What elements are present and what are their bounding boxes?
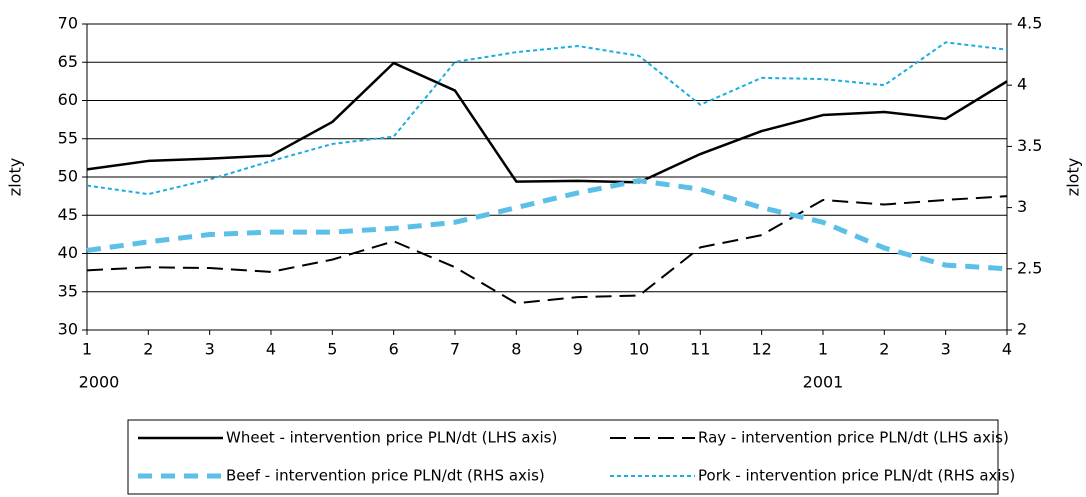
y-tick-label: 35 <box>58 281 78 300</box>
series-line <box>86 178 1008 272</box>
y-axis-title: zloty <box>6 158 25 196</box>
x-group-label: 2001 <box>803 373 844 392</box>
x-tick-label: 5 <box>327 340 337 359</box>
x-tick-label: 4 <box>266 340 276 359</box>
y-tick-label: 60 <box>58 90 78 109</box>
y-tick-label: 70 <box>58 14 78 33</box>
y-tick-label: 55 <box>58 128 78 147</box>
x-tick-label: 4 <box>1002 340 1012 359</box>
y-tick-label: 50 <box>58 167 78 186</box>
series-line <box>86 41 1008 196</box>
y2-tick-label: 3 <box>1017 197 1027 216</box>
y-tick-label: 40 <box>58 243 78 262</box>
legend-label: Beef - intervention price PLN/dt (RHS ax… <box>226 467 545 485</box>
x-tick-label: 12 <box>751 340 771 359</box>
x-tick-label: 2 <box>143 340 153 359</box>
y2-tick-label: 2 <box>1017 320 1027 339</box>
legend-box <box>127 419 999 495</box>
legend-label: Wheet - intervention price PLN/dt (LHS a… <box>226 429 557 447</box>
series-line <box>86 195 1008 305</box>
legend-label: Pork - intervention price PLN/dt (RHS ax… <box>698 467 1015 485</box>
x-tick-label: 1 <box>818 340 828 359</box>
x-tick-label: 1 <box>82 340 92 359</box>
x-tick-label: 2 <box>879 340 889 359</box>
y-tick-label: 30 <box>58 320 78 339</box>
y2-axis-title: zloty <box>1064 158 1083 196</box>
x-tick-label: 6 <box>389 340 399 359</box>
y2-tick-label: 4 <box>1017 75 1027 94</box>
x-tick-label: 11 <box>690 340 710 359</box>
series-line <box>86 61 1008 184</box>
legend-label: Ray - intervention price PLN/dt (LHS axi… <box>698 429 1009 447</box>
y2-tick-label: 4.5 <box>1017 14 1042 33</box>
x-tick-label: 3 <box>941 340 951 359</box>
x-tick-label: 9 <box>573 340 583 359</box>
y2-tick-label: 2.5 <box>1017 258 1042 277</box>
x-tick-label: 3 <box>205 340 215 359</box>
y-tick-label: 65 <box>58 52 78 71</box>
y2-tick-label: 3.5 <box>1017 136 1042 155</box>
x-tick-label: 10 <box>629 340 649 359</box>
x-tick-label: 7 <box>450 340 460 359</box>
y-tick-label: 45 <box>58 205 78 224</box>
x-group-label: 2000 <box>79 373 120 392</box>
x-tick-label: 8 <box>511 340 521 359</box>
